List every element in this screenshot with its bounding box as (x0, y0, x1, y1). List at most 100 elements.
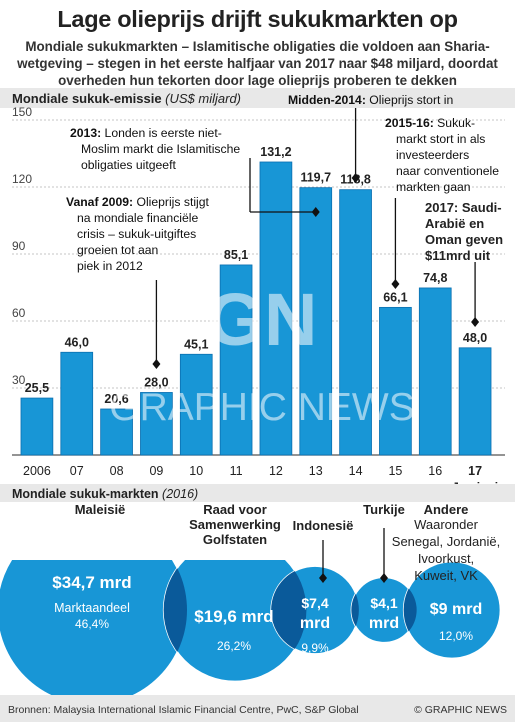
bubbles-header-band (0, 484, 515, 502)
bar (20, 397, 54, 456)
market-name: Turkije (363, 502, 405, 517)
annotation-text: markt stort in als (396, 132, 485, 146)
annotation-text: na mondiale financiële (77, 211, 199, 225)
bar (259, 161, 293, 456)
bar (379, 306, 412, 456)
annotation-text: crisis – sukuk-uitgiftes (77, 227, 196, 241)
bar (140, 392, 173, 456)
market-value: $7,4 (301, 595, 328, 611)
annotation-text: groeien tot aan (77, 243, 158, 257)
annotation-text: Moslim markt die Islamitische (81, 142, 240, 156)
bar-value-label: 28,0 (144, 375, 168, 389)
x-tick-label: 11 (230, 464, 243, 478)
market-value: mrd (300, 615, 330, 632)
bar-value-label: 48,0 (463, 331, 487, 345)
bar (60, 351, 94, 456)
footer-band (0, 695, 515, 722)
x-tick-label: 08 (110, 464, 124, 478)
annotation-marker (152, 359, 161, 369)
bar-value-label: 25,5 (25, 381, 49, 395)
market-name: Indonesië (293, 518, 354, 533)
annotation-text: piek in 2012 (77, 259, 143, 273)
bubbles-title: Mondiale sukuk-markten (2016) (12, 487, 198, 501)
x-tick-label: 07 (70, 464, 84, 478)
annotation-text: 2017: Saudi- (425, 200, 502, 215)
x-tick-label: 13 (309, 464, 323, 478)
annotation-marker (319, 573, 327, 583)
market-name: Raad voor (203, 502, 267, 517)
market-value: $9 mrd (430, 601, 482, 618)
market-detail: Kuweit, VK (414, 568, 478, 583)
market-share: 9,9% (301, 641, 329, 655)
subtitle-line: wetgeving – stegen in het eerste halfjaa… (17, 56, 498, 71)
x-tick-label: 2006 (23, 464, 51, 478)
bar (418, 287, 452, 456)
bar-value-label: 74,8 (423, 271, 447, 285)
market-detail: Waaronder (414, 517, 478, 532)
annotation-marker (351, 173, 360, 183)
annotation-text: obligaties uitgeeft (81, 158, 176, 172)
annotation-text: Midden-2014: Olieprijs stort in (288, 93, 453, 107)
market-share: 12,0% (439, 629, 473, 643)
market-share: 46,4% (75, 617, 109, 631)
annotation-text: 2015-16: Sukuk- (385, 116, 475, 130)
annotation-text: 2013: Londen is eerste niet- (70, 126, 222, 140)
market-name: Samenwerking (189, 517, 281, 532)
watermark-logo: GN (207, 278, 318, 361)
x-tick-label: 14 (349, 464, 363, 478)
market-value: $34,7 mrd (52, 573, 131, 592)
x-tick-label: 17 (468, 464, 482, 478)
annotation-text: Vanaf 2009: Olieprijs stijgt (66, 195, 210, 209)
annotation-text: investeerders (396, 148, 469, 162)
market-detail: Senegal, Jordanië, (392, 534, 500, 549)
market-name: Maleisië (75, 502, 126, 517)
x-tick-label: 15 (388, 464, 402, 478)
x-tick-label: 10 (189, 464, 203, 478)
bar-value-label: 119,7 (300, 171, 331, 185)
page-title: Lage olieprijs drijft sukukmarkten op (57, 6, 458, 32)
bar-value-label: 66,1 (383, 290, 407, 304)
market-share-caption: Marktaandeel (54, 601, 130, 615)
chart-header-band (0, 88, 515, 108)
annotation-marker (380, 573, 388, 583)
annotation-text: markten gaan (396, 180, 471, 194)
y-tick-label: 60 (12, 306, 26, 320)
bar-value-label: 131,2 (260, 145, 291, 159)
x-tick-label: 16 (428, 464, 442, 478)
annotation-text: naar conventionele (396, 164, 499, 178)
market-share: 5,5% (370, 641, 398, 655)
y-tick-label: 90 (12, 239, 26, 253)
annotation-text: Arabië en (425, 216, 484, 231)
y-tick-label: 120 (12, 172, 32, 186)
x-tick-label: 12 (269, 464, 283, 478)
watermark: GN GRAPHIC NEWS (109, 278, 415, 429)
market-name: Andere (424, 502, 469, 517)
bar (339, 189, 372, 456)
bar-value-label: 20,6 (104, 392, 128, 406)
market-value: $19,6 mrd (194, 607, 273, 626)
sources-note: Bronnen: Malaysia International Islamic … (8, 704, 359, 716)
bar-value-label: 46,0 (65, 335, 89, 349)
market-name: Golfstaten (203, 532, 267, 547)
annotation-marker (391, 279, 400, 289)
y-tick-label: 30 (12, 373, 26, 387)
bar-value-label: 45,1 (184, 337, 208, 351)
bubble-overlap (271, 566, 307, 654)
bar (299, 187, 333, 456)
page-subtitle: Mondiale sukukmarkten – Islamitische obl… (0, 38, 515, 89)
market-value: mrd (369, 615, 399, 632)
market-share: 26,2% (217, 639, 251, 653)
bar (219, 264, 253, 456)
bar (100, 408, 133, 456)
annotation-marker (471, 317, 480, 327)
subtitle-line: Mondiale sukukmarkten – Islamitische obl… (25, 39, 490, 54)
bubbles-group (0, 560, 502, 702)
bar (179, 353, 213, 456)
annotation-text: $11mrd uit (425, 248, 491, 263)
bar (458, 347, 492, 456)
x-tick-label: 09 (149, 464, 163, 478)
bar-value-label: 85,1 (224, 248, 248, 262)
subtitle-line: overheden hun tekorten door lage oliepri… (58, 73, 457, 88)
